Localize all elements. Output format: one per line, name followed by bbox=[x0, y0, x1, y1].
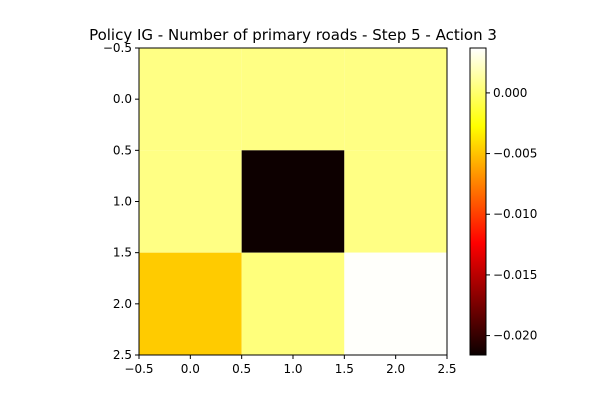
colorbar-tick-label: −0.005 bbox=[493, 147, 537, 161]
x-tick-label: 2.0 bbox=[386, 362, 405, 376]
y-tick-label: 0.0 bbox=[113, 92, 132, 106]
y-tick-label: 0.5 bbox=[113, 143, 132, 157]
x-tick-label: 0.0 bbox=[181, 362, 200, 376]
heatmap-cell-r2-c0 bbox=[139, 252, 242, 355]
colorbar-tick-label: −0.020 bbox=[493, 329, 537, 343]
x-tick-label: −0.5 bbox=[124, 362, 153, 376]
heatmap-cell-r0-c1 bbox=[241, 48, 345, 151]
y-axis: −0.5 0.0 0.5 1.0 1.5 2.0 2.5 bbox=[103, 41, 139, 362]
x-axis: −0.5 0.0 0.5 1.0 1.5 2.0 2.5 bbox=[124, 355, 457, 376]
heatmap-cell-r2-c2 bbox=[344, 252, 447, 355]
x-tick-label: 0.5 bbox=[232, 362, 251, 376]
heatmap-cell-r0-c0 bbox=[139, 48, 242, 151]
colorbar-tick-label: 0.000 bbox=[493, 86, 527, 100]
heatmap-cell-r1-c0 bbox=[139, 150, 242, 253]
colorbar bbox=[469, 47, 487, 356]
y-tick-label: 1.5 bbox=[113, 246, 132, 260]
y-tick-label: 1.0 bbox=[113, 195, 132, 209]
x-tick-label: 1.0 bbox=[283, 362, 302, 376]
chart-title: Policy IG - Number of primary roads - St… bbox=[89, 26, 497, 44]
x-tick-label: 1.5 bbox=[335, 362, 354, 376]
colorbar-axis: 0.000 −0.005 −0.010 −0.015 −0.020 bbox=[486, 86, 537, 343]
colorbar-tick-label: −0.015 bbox=[493, 268, 537, 282]
y-tick-label: 2.5 bbox=[113, 348, 132, 362]
heatmap-cell-r2-c1 bbox=[241, 252, 345, 355]
y-tick-label: 2.0 bbox=[113, 297, 132, 311]
heatmap-cell-r1-c1 bbox=[241, 150, 345, 253]
heatmap-cell-r0-c2 bbox=[344, 48, 447, 151]
heatmap-cell-r1-c2 bbox=[344, 150, 447, 253]
x-tick-label: 2.5 bbox=[437, 362, 456, 376]
colorbar-tick-label: −0.010 bbox=[493, 207, 537, 221]
heatmap-cells bbox=[139, 48, 447, 355]
y-tick-label: −0.5 bbox=[103, 41, 132, 55]
